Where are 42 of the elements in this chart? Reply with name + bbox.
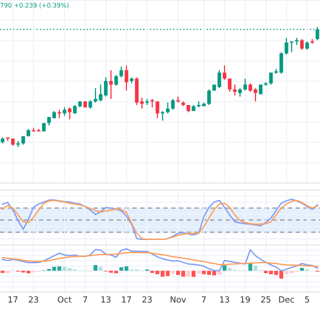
candlestick [294,37,299,46]
bar [192,270,196,277]
candlestick [243,78,247,92]
x-tick-label: 25 [261,296,270,303]
bar [300,268,304,271]
x-tick-label: 13 [101,296,110,303]
x-tick-label: 23 [142,296,152,303]
candlestick [222,64,226,80]
x-tick-label: 7 [83,296,88,302]
candlestick [269,72,273,86]
candlestick [156,100,160,119]
candlestick [119,66,124,78]
candlestick [207,88,211,106]
x-tick-label: 5 [305,296,310,303]
bar [6,270,10,274]
x-tick-label: 19 [240,296,250,303]
candlestick [300,38,304,50]
candlestick [68,106,72,120]
x-tick-label: 23 [28,296,38,303]
bar [94,265,98,271]
x-tick-label: 13 [220,296,230,303]
x-tick-label: 7 [202,296,206,302]
candlestick [160,110,164,122]
candlestick [166,102,170,114]
x-tick-label: Oct [58,296,72,303]
x-tick-label: 17 [122,296,132,302]
candlestick [114,74,118,86]
bar [186,270,190,277]
x-tick-label: Dec [279,296,294,303]
x-tick-label: Nov [170,296,186,303]
candlestick [284,37,288,56]
candlestick [124,64,128,92]
candlestick [171,98,175,110]
bar [98,266,103,271]
candlestick [233,84,237,96]
candlestick [150,98,154,108]
bar [196,270,201,274]
bar [170,270,175,274]
x-tick-label: 17 [8,296,18,302]
candlestick [228,78,232,92]
bar [222,265,226,271]
candlestick [109,70,113,100]
